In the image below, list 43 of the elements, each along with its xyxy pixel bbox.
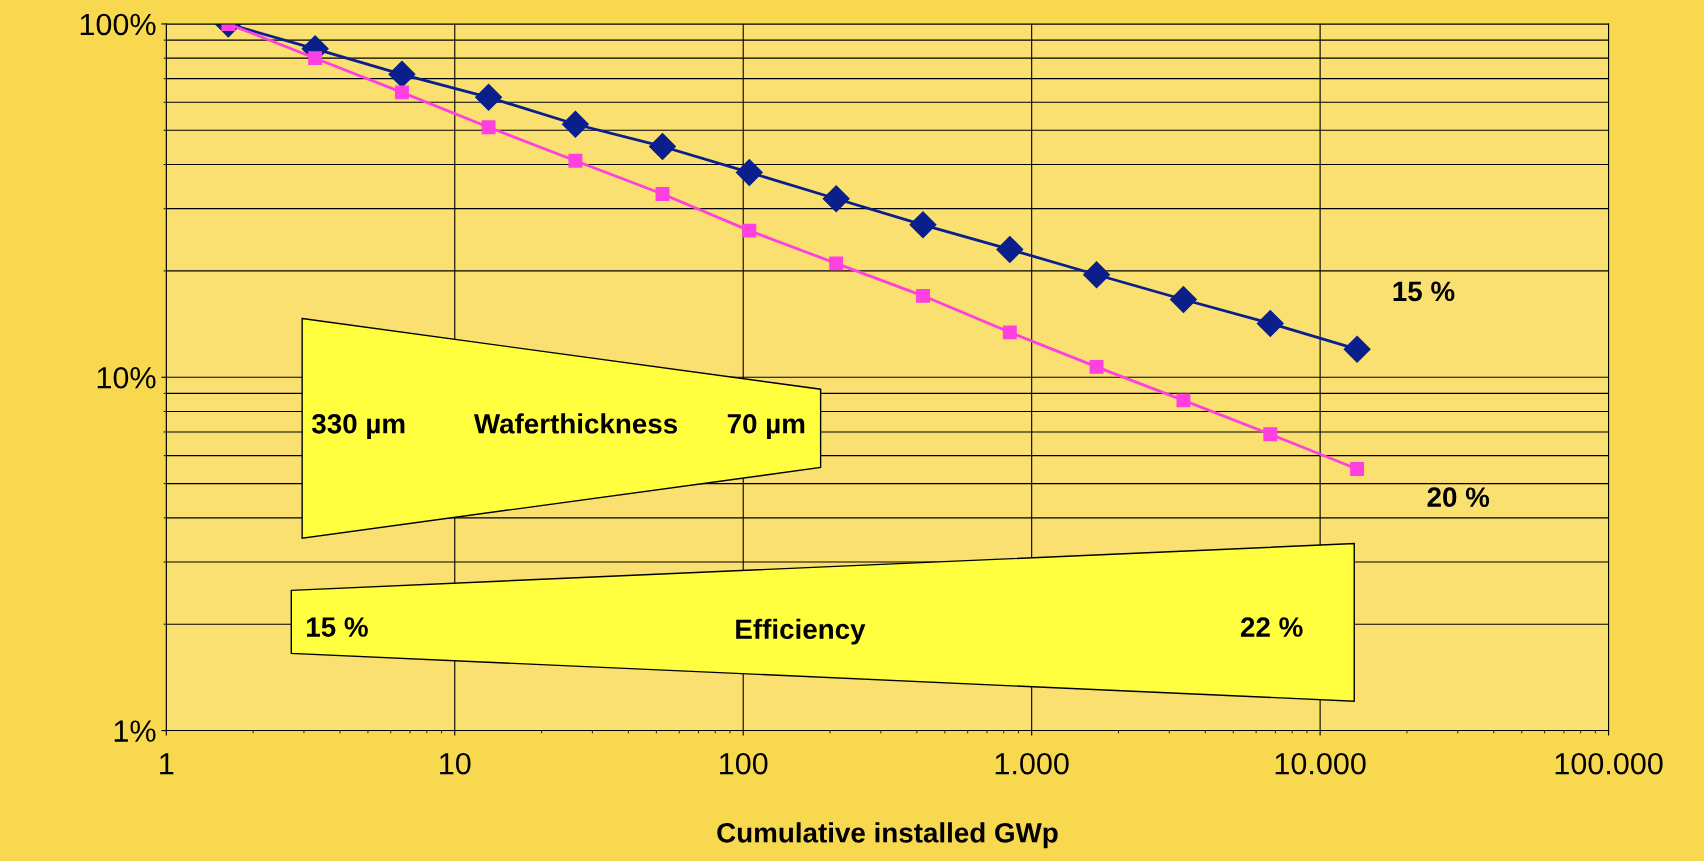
- point: [1083, 261, 1111, 289]
- annotation: 15 %: [307, 617, 368, 637]
- point: [475, 83, 503, 111]
- point: [481, 120, 496, 135]
- point: [1263, 427, 1278, 442]
- point: [395, 85, 409, 100]
- series-label: 15 %: [1393, 281, 1455, 302]
- point: [1089, 359, 1104, 374]
- point: [1176, 393, 1191, 408]
- point: [909, 211, 937, 239]
- annotation: 330 µm: [311, 413, 405, 440]
- point: [388, 60, 416, 88]
- x-tick-label: 100.000: [1555, 752, 1663, 775]
- x-tick-label: 1.000: [995, 752, 1069, 775]
- annotation: Waferthickness: [473, 413, 678, 434]
- x-tick-label: 10: [440, 752, 471, 775]
- point: [829, 256, 844, 271]
- annotation: Efficiency: [736, 618, 866, 645]
- point: [568, 153, 583, 168]
- point: [1002, 325, 1017, 340]
- x-tick-label: 10.000: [1275, 752, 1366, 775]
- point: [655, 187, 670, 201]
- x-tick-label: 1: [160, 753, 174, 775]
- point: [916, 288, 930, 303]
- point: [996, 235, 1024, 263]
- point: [1169, 286, 1197, 313]
- point: [561, 110, 589, 138]
- point: [1343, 335, 1371, 363]
- x-tick-label: 100: [720, 752, 768, 775]
- point: [1350, 462, 1365, 476]
- point: [822, 185, 850, 213]
- point: [1256, 309, 1284, 337]
- point: [742, 223, 757, 238]
- y-tick-label: 100%: [80, 13, 156, 36]
- point: [308, 51, 323, 66]
- annotation: 70 µm: [727, 413, 805, 440]
- text: 20 %: [1427, 487, 1490, 507]
- point: [649, 132, 676, 160]
- x-axis-title: Cumulative installed GWp: [717, 822, 1058, 849]
- y-tick-label: 10%: [97, 366, 156, 389]
- point: [735, 158, 763, 186]
- annotation: 22 %: [1240, 617, 1303, 637]
- y-tick-label: 1%: [114, 720, 156, 742]
